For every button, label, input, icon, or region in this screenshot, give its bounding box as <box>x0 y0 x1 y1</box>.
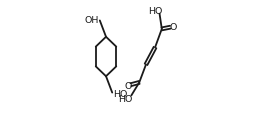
Text: HO: HO <box>148 7 162 16</box>
Text: HO: HO <box>113 89 127 98</box>
Text: HO: HO <box>118 94 133 103</box>
Text: O: O <box>124 81 132 90</box>
Text: OH: OH <box>85 16 99 25</box>
Text: O: O <box>169 23 177 32</box>
